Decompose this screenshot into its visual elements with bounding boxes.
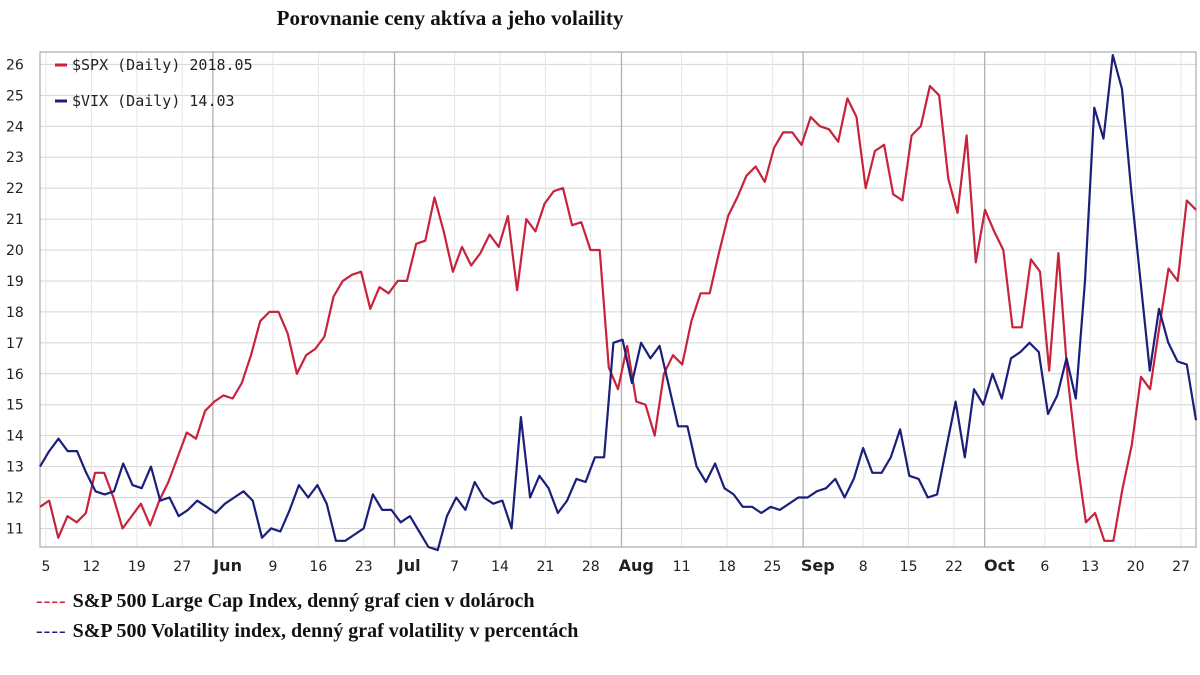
x-tick-label: 7 [450,559,459,575]
x-tick-label: 8 [859,559,868,575]
series-line-spx [39,84,1197,542]
x-tick-month: Sep [801,556,835,575]
caption-vix-text: S&P 500 Volatility index, denný graf vol… [72,620,579,642]
price-volatility-chart: 11 12 13 14 15 16 17 18 19 20 21 22 23 24 25 26 5 12 19 27 J… [6,51,1198,575]
x-tick-label: 28 [582,559,600,575]
y-tick-label: 18 [6,305,24,321]
caption-spx: ---- S&P 500 Large Cap Index, denný graf … [36,590,535,613]
x-tick-label: 23 [355,559,373,575]
x-tick-label: 11 [673,559,691,575]
y-tick-label: 19 [6,274,24,290]
y-tick-label: 13 [6,460,24,476]
x-tick-label: 15 [900,559,918,575]
x-tick-month: Jul [397,556,421,575]
x-tick-label: 5 [42,559,51,575]
x-tick-label: 27 [1172,559,1190,575]
x-tick-label: 6 [1040,559,1049,575]
y-tick-label: 15 [6,398,24,414]
legend-label-vix: $VIX (Daily) 14.03 [72,92,235,110]
y-tick-label: 23 [6,150,24,166]
x-tick-label: 20 [1127,559,1145,575]
x-tick-label: 18 [718,559,736,575]
y-tick-label: 16 [6,367,24,383]
y-tick-label: 21 [6,212,24,228]
x-tick-label: 16 [309,559,327,575]
caption-vix: ---- S&P 500 Volatility index, denný graf… [36,620,578,643]
y-tick-label: 24 [6,119,24,135]
x-tick-label: 9 [269,559,278,575]
x-tick-label: 22 [945,559,963,575]
x-tick-month: Aug [619,556,654,575]
x-tick-label: 27 [173,559,191,575]
x-tick-month: Jun [212,556,242,575]
y-tick-label: 25 [6,88,24,104]
chart-title: Porovnanie ceny aktíva a jeho volaility [276,6,624,30]
y-tick-label: 14 [6,429,24,445]
y-tick-label: 12 [6,491,24,507]
series-layer [39,53,1198,552]
grid-layer [40,52,1196,547]
x-tick-label: 12 [82,559,100,575]
x-tick-month: Oct [984,556,1015,575]
series-line-vix [39,53,1198,552]
caption-spx-text: S&P 500 Large Cap Index, denný graf cien… [72,590,535,612]
legend: $SPX (Daily) 2018.05 $VIX (Daily) 14.03 [55,56,253,110]
legend-label-spx: $SPX (Daily) 2018.05 [72,56,253,74]
y-tick-label: 17 [6,336,24,352]
y-tick-label: 20 [6,243,24,259]
x-tick-label: 25 [763,559,781,575]
x-tick-label: 14 [491,559,509,575]
x-tick-label: 19 [128,559,146,575]
y-tick-label: 26 [6,57,24,73]
x-tick-label: 21 [536,559,554,575]
x-tick-label: 13 [1081,559,1099,575]
caption-vix-dash: ---- [36,620,67,642]
caption-spx-dash: ---- [36,590,67,612]
y-tick-label: 11 [6,521,24,537]
y-tick-label: 22 [6,181,24,197]
axis-layer: 11 12 13 14 15 16 17 18 19 20 21 22 23 24 25 26 5 12 19 27 J… [6,57,1190,575]
plot-border [39,51,1197,548]
plot-frame [39,51,1197,548]
